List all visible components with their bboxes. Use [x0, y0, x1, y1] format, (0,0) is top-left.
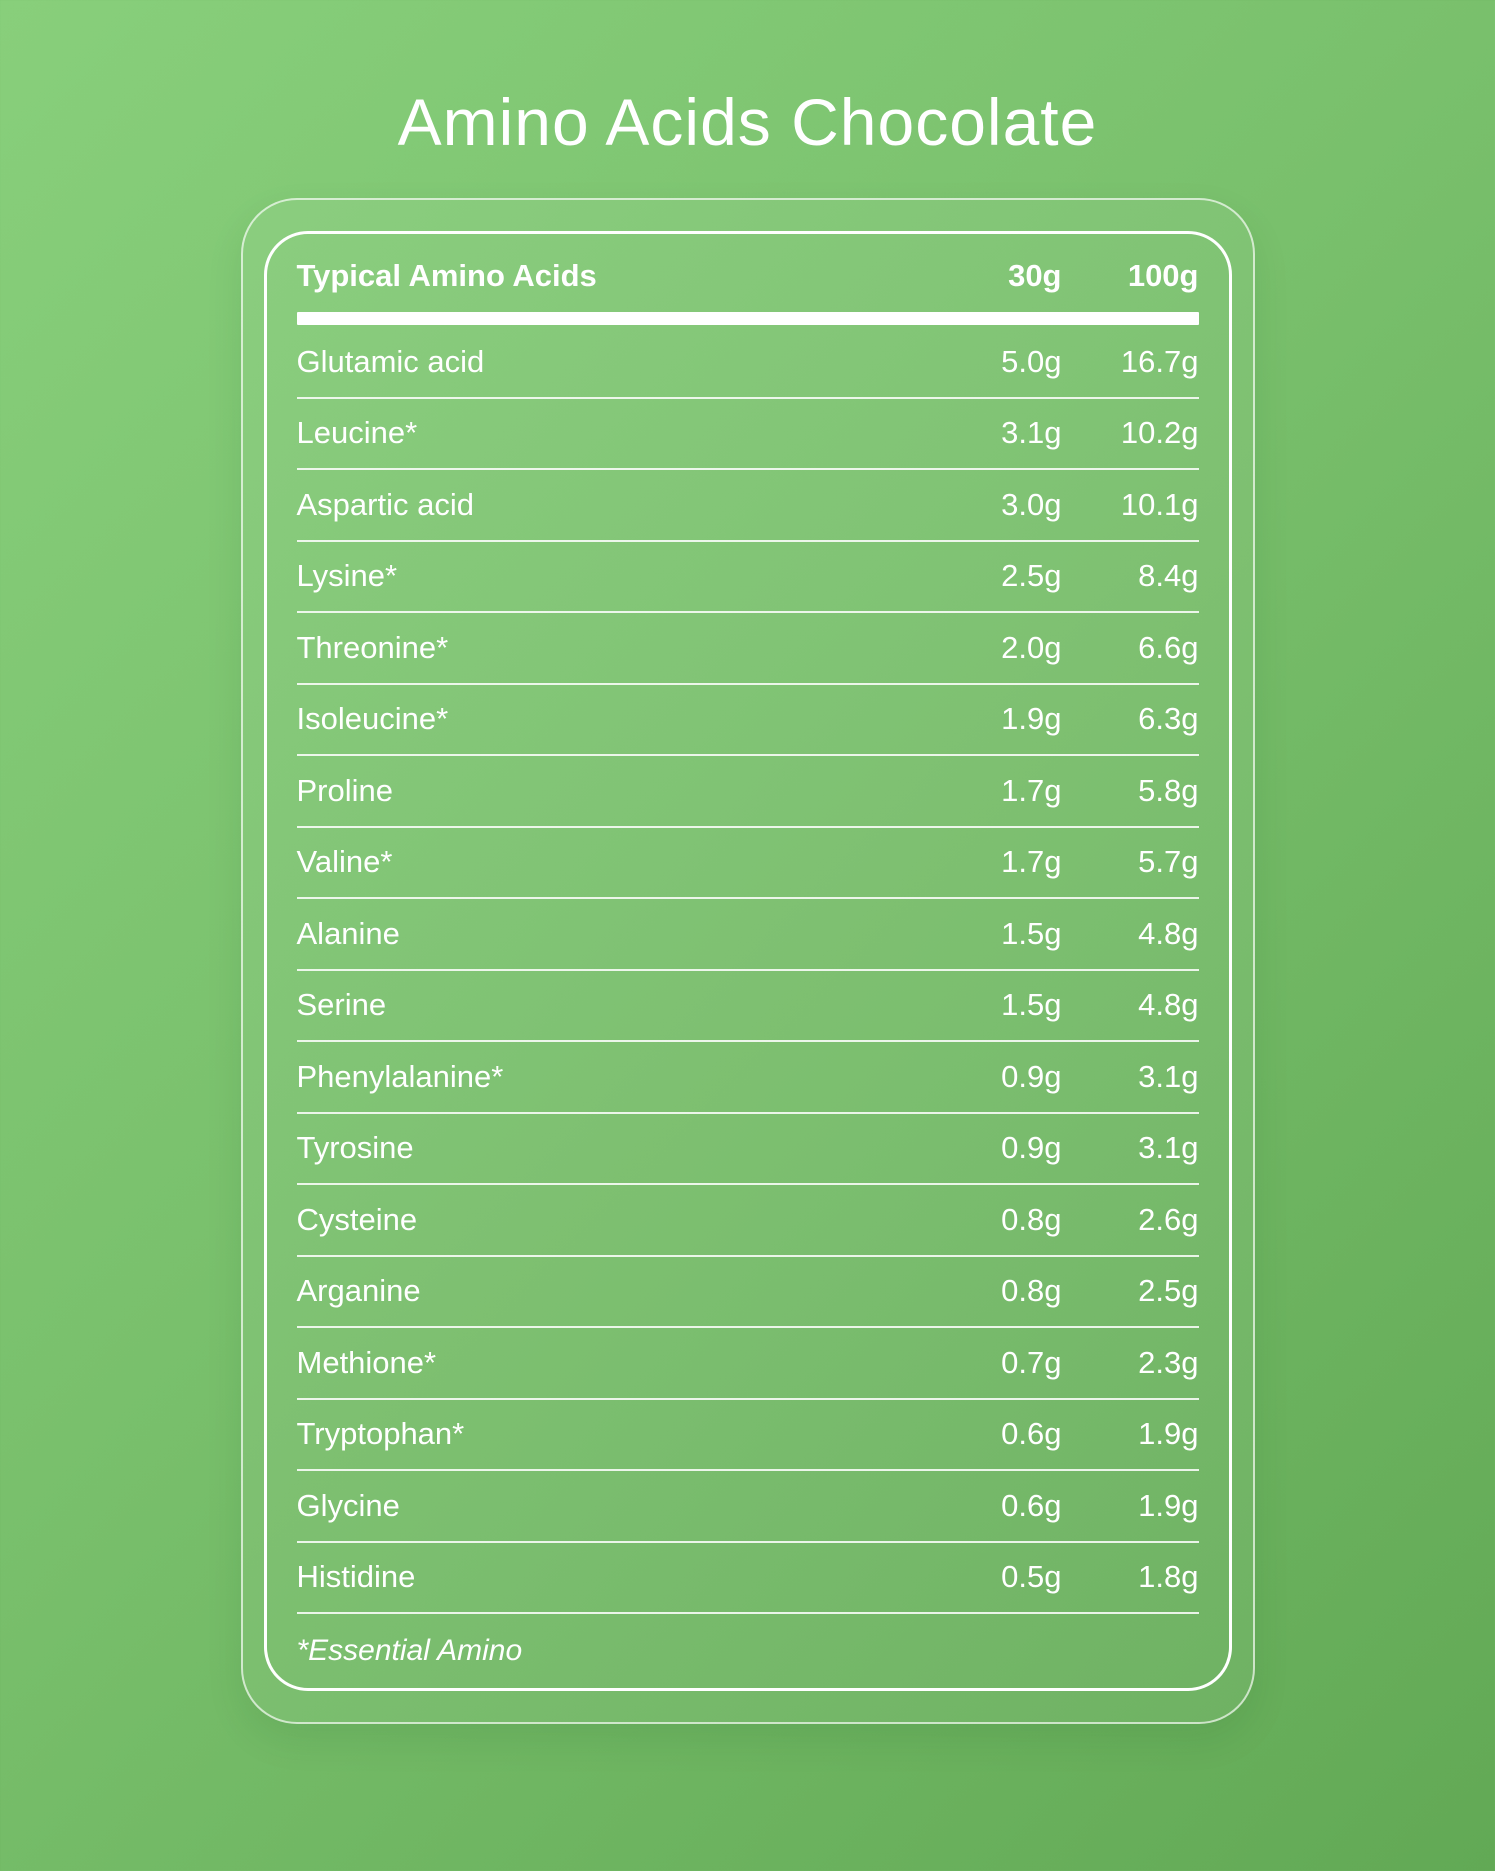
- amino-acid-value-30g: 1.7g: [1001, 844, 1062, 880]
- table-row: Alanine 1.5g 4.8g: [296, 899, 1199, 971]
- amino-acid-value-30g: 3.0g: [1001, 486, 1062, 522]
- table-row: Cysteine 0.8g 2.6g: [296, 1185, 1199, 1257]
- amino-acid-value-100g: 3.1g: [1138, 1058, 1199, 1094]
- essential-amino-footnote: *Essential Amino: [296, 1634, 523, 1667]
- amino-acid-value-100g: 6.3g: [1138, 701, 1199, 737]
- table-row: Aspartic acid 3.0g 10.1g: [296, 470, 1199, 542]
- amino-acids-table: Typical Amino Acids 30g 100g Glutamic ac…: [263, 231, 1232, 1691]
- table-row: Serine 1.5g 4.8g: [296, 971, 1199, 1042]
- amino-acid-name: Methione*: [296, 1344, 437, 1380]
- amino-acid-value-30g: 1.5g: [1001, 987, 1062, 1023]
- amino-acid-name: Tryptophan*: [296, 1416, 465, 1452]
- amino-acid-value-30g: 0.8g: [1001, 1273, 1062, 1309]
- table-header-row: Typical Amino Acids 30g 100g: [297, 240, 1199, 312]
- table-row: Lysine* 2.5g 8.4g: [296, 542, 1199, 613]
- table-row: Histidine 0.5g 1.8g: [296, 1543, 1199, 1614]
- amino-acid-value-100g: 5.7g: [1138, 844, 1199, 880]
- table-row: Tyrosine 0.9g 3.1g: [296, 1114, 1199, 1185]
- amino-acid-value-100g: 5.8g: [1138, 772, 1199, 808]
- amino-acid-name: Glycine: [296, 1487, 400, 1523]
- table-row: Tryptophan* 0.6g 1.9g: [296, 1400, 1199, 1471]
- amino-acid-value-100g: 2.3g: [1138, 1344, 1199, 1380]
- amino-acid-value-100g: 4.8g: [1138, 915, 1199, 951]
- amino-acid-value-30g: 3.1g: [1001, 415, 1062, 451]
- amino-acid-value-30g: 5.0g: [1001, 343, 1062, 379]
- amino-acid-name: Tyrosine: [296, 1130, 414, 1166]
- amino-acid-value-30g: 0.7g: [1001, 1344, 1062, 1380]
- amino-acid-value-100g: 1.8g: [1138, 1559, 1199, 1595]
- table-row: Phenylalanine* 0.9g 3.1g: [296, 1042, 1199, 1114]
- amino-acid-value-30g: 0.6g: [1001, 1487, 1062, 1523]
- amino-acid-value-100g: 1.9g: [1138, 1416, 1199, 1452]
- amino-acid-value-100g: 6.6g: [1138, 629, 1199, 665]
- amino-acid-value-30g: 1.5g: [1001, 915, 1062, 951]
- table-row: Methione* 0.7g 2.3g: [296, 1328, 1199, 1400]
- footnote-row: *Essential Amino: [297, 1614, 1199, 1688]
- amino-acid-value-30g: 1.9g: [1001, 701, 1062, 737]
- amino-acid-value-30g: 1.7g: [1001, 772, 1062, 808]
- table-body: Glutamic acid 5.0g 16.7g Leucine* 3.1g 1…: [296, 327, 1199, 1614]
- amino-acid-name: Leucine*: [296, 415, 418, 451]
- amino-acid-name: Valine*: [296, 844, 393, 880]
- amino-acid-name: Phenylalanine*: [296, 1058, 504, 1094]
- amino-acids-card: Typical Amino Acids 30g 100g Glutamic ac…: [240, 198, 1255, 1724]
- amino-acid-value-100g: 2.6g: [1138, 1201, 1199, 1237]
- amino-acid-value-100g: 10.1g: [1120, 486, 1199, 522]
- table-row: Valine* 1.7g 5.7g: [296, 828, 1199, 899]
- amino-acid-name: Aspartic acid: [296, 486, 474, 522]
- amino-acid-value-100g: 8.4g: [1138, 558, 1199, 594]
- amino-acid-name: Serine: [296, 987, 387, 1023]
- amino-acid-value-100g: 4.8g: [1138, 987, 1199, 1023]
- amino-acid-name: Glutamic acid: [296, 343, 485, 379]
- amino-acid-value-30g: 0.9g: [1001, 1058, 1062, 1094]
- header-underline: [296, 312, 1199, 325]
- amino-acid-name: Alanine: [296, 915, 400, 951]
- amino-acid-name: Arganine: [296, 1273, 421, 1309]
- amino-acid-name: Isoleucine*: [296, 701, 449, 737]
- column-header-typical-amino-acids: Typical Amino Acids: [296, 258, 597, 293]
- page-title: Amino Acids Chocolate: [397, 85, 1098, 159]
- amino-acid-value-100g: 16.7g: [1120, 343, 1199, 379]
- amino-acid-name: Cysteine: [296, 1201, 418, 1237]
- amino-acid-value-30g: 0.8g: [1001, 1201, 1062, 1237]
- table-row: Glycine 0.6g 1.9g: [296, 1471, 1199, 1543]
- amino-acid-value-30g: 0.5g: [1001, 1559, 1062, 1595]
- table-row: Leucine* 3.1g 10.2g: [296, 399, 1199, 470]
- amino-acid-name: Histidine: [296, 1559, 416, 1595]
- amino-acid-name: Proline: [296, 772, 394, 808]
- table-row: Isoleucine* 1.9g 6.3g: [296, 685, 1199, 756]
- column-header-100g: 100g: [1127, 258, 1199, 293]
- amino-acid-value-30g: 2.5g: [1001, 558, 1062, 594]
- table-row: Glutamic acid 5.0g 16.7g: [296, 327, 1199, 399]
- amino-acid-value-30g: 0.9g: [1001, 1130, 1062, 1166]
- table-row: Arganine 0.8g 2.5g: [296, 1257, 1199, 1328]
- amino-acid-name: Lysine*: [296, 558, 398, 594]
- amino-acid-value-100g: 1.9g: [1138, 1487, 1199, 1523]
- amino-acid-value-100g: 3.1g: [1138, 1130, 1199, 1166]
- amino-acid-value-30g: 2.0g: [1001, 629, 1062, 665]
- amino-acid-value-100g: 2.5g: [1138, 1273, 1199, 1309]
- column-header-30g: 30g: [1008, 258, 1062, 293]
- table-row: Proline 1.7g 5.8g: [296, 756, 1199, 828]
- amino-acid-value-100g: 10.2g: [1120, 415, 1199, 451]
- table-row: Threonine* 2.0g 6.6g: [296, 613, 1199, 685]
- amino-acid-name: Threonine*: [296, 629, 449, 665]
- amino-acid-value-30g: 0.6g: [1001, 1416, 1062, 1452]
